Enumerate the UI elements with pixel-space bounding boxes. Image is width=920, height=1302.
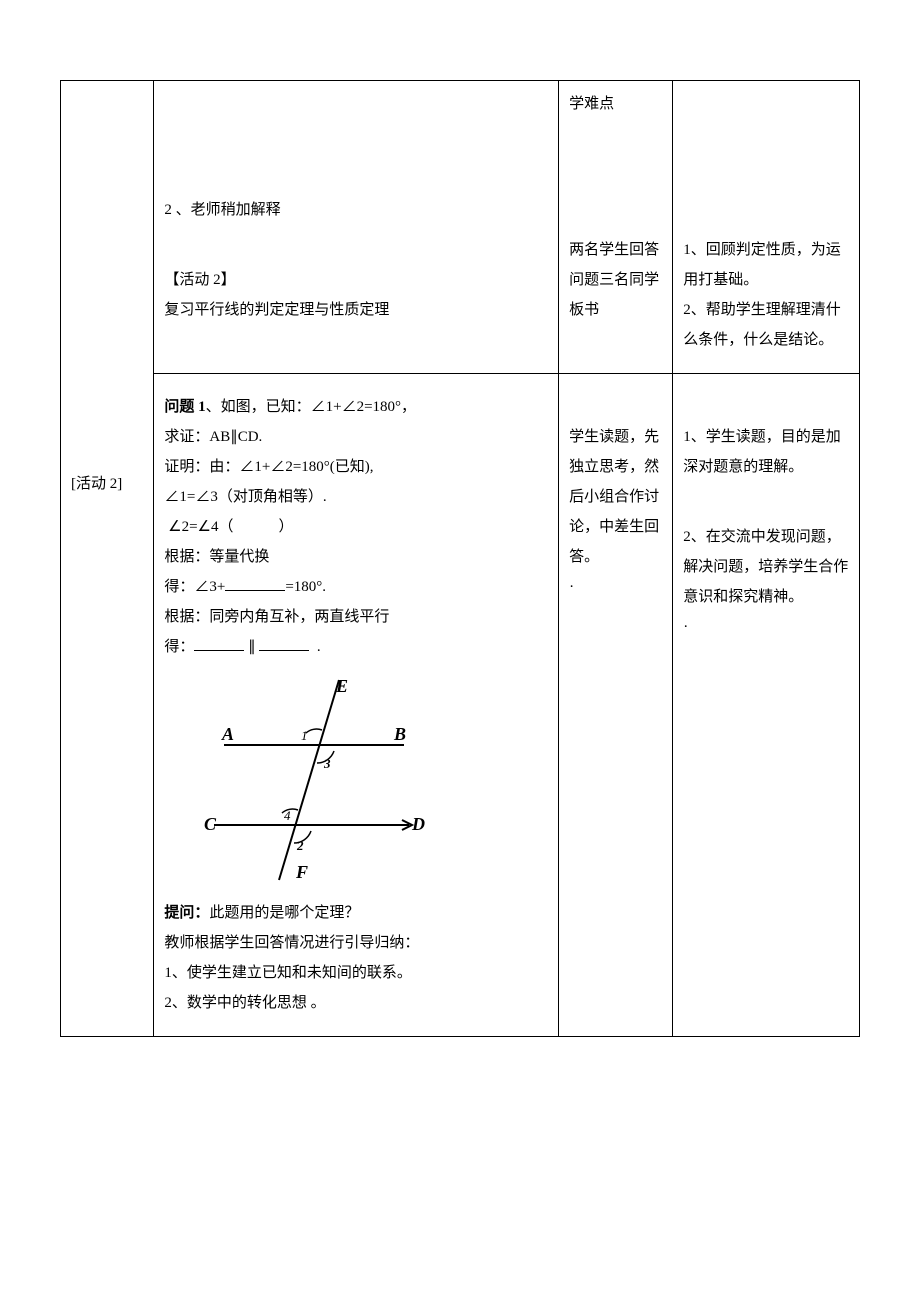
proof-line7: 得： ∥ . (164, 632, 548, 662)
proof-line2: ∠1=∠3（对顶角相等）. (164, 482, 548, 512)
cell-top-2 (154, 81, 559, 128)
label-F: F (295, 862, 308, 882)
cell-problem-student: 学生读题，先独立思考，然后小组合作讨论，中差生回答。 · (559, 374, 673, 1037)
student-read-text: 学生读题，先独立思考，然后小组合作讨论，中差生回答。 (569, 422, 662, 572)
label-B: B (393, 724, 406, 744)
teacher-summary: 教师根据学生回答情况进行引导归纳： (164, 928, 548, 958)
problem-label: 问题 1 (164, 399, 205, 415)
page-container: [活动 2] 学难点 2 、老师稍加解释 【活动 2】 复习平行线的判定定理与性… (0, 0, 920, 1097)
cell-problem-purpose: 1、学生读题，目的是加深对题意的理解。 2、在交流中发现问题，解决问题，培养学生… (673, 374, 860, 1037)
proof-line5: 得：∠3+=180°. (164, 572, 548, 602)
activity2-title: 【活动 2】 (164, 265, 548, 295)
proof-line1: 证明：由：∠1+∠2=180°(已知), (164, 452, 548, 482)
activity-2-label: [活动 2] (71, 469, 143, 499)
activity2-desc: 复习平行线的判定定理与性质定理 (164, 295, 548, 325)
teacher-note: 2 、老师稍加解释 (164, 195, 548, 225)
purpose-dot: · (683, 612, 849, 642)
purpose-read: 1、学生读题，目的是加深对题意的理解。 (683, 422, 849, 482)
cell-top-4 (673, 81, 860, 128)
proof-line6: 根据：同旁内角互补，两直线平行 (164, 602, 548, 632)
blank-2[interactable] (194, 636, 244, 651)
problem-text: 、如图，已知：∠1+∠2=180°， (206, 399, 416, 415)
cell-activity-label: [活动 2] (61, 81, 154, 1037)
proof-line3: ∠2=∠4（ ） (164, 512, 548, 542)
student-dot: · (569, 572, 662, 602)
geometry-diagram: E A B C D F 1 3 4 2 (184, 670, 444, 890)
label-4: 4 (284, 808, 291, 823)
blank-1[interactable] (225, 576, 285, 591)
purpose-2: 2、帮助学生理解理清什么条件，什么是结论。 (683, 295, 849, 355)
label-3: 3 (323, 756, 331, 771)
blank-3[interactable] (259, 636, 309, 651)
label-E: E (335, 676, 348, 696)
student-activity-text: 两名学生回答问题三名同学板书 (569, 235, 662, 325)
problem-line1: 问题 1、如图，已知：∠1+∠2=180°， (164, 392, 548, 422)
purpose-1: 1、回顾判定性质，为运用打基础。 (683, 235, 849, 295)
row-activity2-intro: 2 、老师稍加解释 【活动 2】 复习平行线的判定定理与性质定理 两名学生回答问… (61, 127, 860, 374)
cell-act2-student: 两名学生回答问题三名同学板书 (559, 127, 673, 374)
teacher-point1: 1、使学生建立已知和未知间的联系。 (164, 958, 548, 988)
label-C: C (204, 814, 217, 834)
teacher-point2: 2、数学中的转化思想 。 (164, 988, 548, 1018)
row-problem1: 问题 1、如图，已知：∠1+∠2=180°， 求证：AB∥CD. 证明：由：∠1… (61, 374, 860, 1037)
label-2: 2 (296, 838, 304, 853)
top-difficulty-text: 学难点 (569, 96, 614, 112)
prompt-text: 此题用的是哪个定理？ (209, 905, 359, 921)
prompt-label: 提问： (164, 905, 209, 921)
lesson-table: [活动 2] 学难点 2 、老师稍加解释 【活动 2】 复习平行线的判定定理与性… (60, 80, 860, 1037)
label-1: 1 (301, 728, 308, 743)
label-D: D (411, 814, 425, 834)
cell-act2-purpose: 1、回顾判定性质，为运用打基础。 2、帮助学生理解理清什么条件，什么是结论。 (673, 127, 860, 374)
cell-problem-content: 问题 1、如图，已知：∠1+∠2=180°， 求证：AB∥CD. 证明：由：∠1… (154, 374, 559, 1037)
proof-line4: 根据：等量代换 (164, 542, 548, 572)
row-top: [活动 2] 学难点 (61, 81, 860, 128)
prove-line: 求证：AB∥CD. (164, 422, 548, 452)
label-A: A (221, 724, 234, 744)
purpose-discuss: 2、在交流中发现问题，解决问题，培养学生合作意识和探究精神。 (683, 522, 849, 612)
prompt-line: 提问：此题用的是哪个定理？ (164, 898, 548, 928)
cell-top-3: 学难点 (559, 81, 673, 128)
cell-act2-content: 2 、老师稍加解释 【活动 2】 复习平行线的判定定理与性质定理 (154, 127, 559, 374)
